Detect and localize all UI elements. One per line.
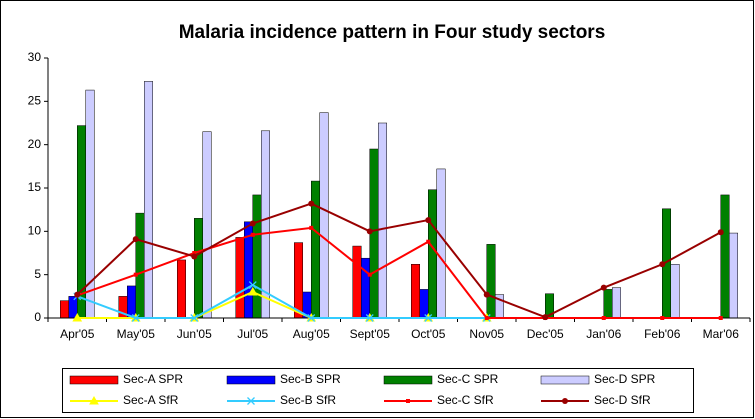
y-tick-label: 30 [28,50,42,64]
x-tick-label: May'05 [117,327,156,341]
x-tick-label: Dec'05 [527,327,564,341]
bar [729,232,738,319]
bar [127,285,136,319]
bar [411,264,420,319]
line-marker [483,291,490,298]
line-marker [424,314,433,322]
line-marker [717,229,724,236]
y-tick-label: 0 [34,310,41,324]
bar [135,212,145,319]
x-tick-label: Mar'06 [703,327,740,341]
y-tick-label: 15 [28,180,42,194]
legend-marker [247,397,255,405]
x-tick-label: Jan'06 [586,327,621,341]
legend-marker [406,399,410,403]
legend-label: Sec-A SfR [123,393,179,407]
line-marker [72,312,83,322]
bar [60,300,69,319]
bar [77,125,86,319]
line-marker [542,314,549,321]
bar [486,244,496,319]
line-marker [425,217,432,224]
legend-label: Sec-C SPR [437,372,499,386]
y-tick-label: 20 [28,137,42,151]
line-marker [192,251,197,255]
line-marker [133,272,138,277]
x-tick-label: Aug'05 [293,327,330,341]
legend-swatch [540,375,590,385]
y-tick-label: 5 [34,267,41,281]
y-tick-label: 25 [28,94,42,108]
chart-title: Malaria incidence pattern in Four study … [179,22,606,43]
x-tick-label: Feb'06 [644,327,681,341]
line-marker [659,261,666,268]
legend-label: Sec-A SPR [123,372,183,386]
line-marker [366,228,373,235]
bar [202,131,212,319]
bar [352,245,362,319]
bar [177,259,186,319]
line-marker [601,316,606,320]
bar [144,81,153,319]
bar [294,242,303,319]
line-marker [365,314,374,322]
x-tick-label: Jul'05 [237,327,268,341]
line-marker [248,281,257,290]
legend-marker [89,395,99,405]
line-marker [190,314,199,322]
legend-label: Sec-B SPR [280,372,341,386]
line-marker [600,284,607,291]
line-marker [131,314,140,322]
bar [612,287,621,319]
line-marker [309,225,314,230]
x-tick-label: Apr'05 [60,327,95,341]
line-marker [74,291,81,298]
line-marker [660,316,665,320]
bar [235,237,245,319]
bar [378,122,387,319]
x-tick-label: Jun'05 [177,327,212,341]
bar [361,257,370,319]
bar [603,289,613,319]
line-marker [367,272,372,277]
line-marker [484,316,489,320]
legend-label: Sec-D SfR [594,393,651,407]
x-tick-label: Sept'05 [350,327,391,341]
bar [419,289,429,319]
series-line [76,202,722,319]
bar [720,194,730,319]
line-marker [307,314,316,322]
series-line [76,283,487,319]
legend-label: Sec-C SfR [437,393,494,407]
legend-label: Sec-D SPR [594,372,656,386]
legend-marker [562,398,568,404]
line-marker [247,286,258,296]
line-marker [191,253,198,260]
legend-swatch [383,375,433,385]
line-marker [249,220,256,227]
bar [319,112,329,319]
bar [68,296,78,319]
line-marker [426,239,431,244]
bar [252,194,262,319]
line-marker [250,232,255,237]
bar [670,264,680,319]
bar [194,218,203,319]
x-tick-label: Nov05 [469,327,504,341]
line-marker [132,236,139,243]
x-tick-label: Oct'05 [411,327,446,341]
y-tick-label: 10 [28,224,42,238]
bar [428,189,437,319]
line-marker [308,200,315,207]
legend-swatch [226,375,276,385]
legend-label: Sec-B SfR [280,393,336,407]
legend-swatch [69,375,119,385]
series-line [76,226,721,319]
line-marker [718,316,723,320]
bar [436,168,446,319]
